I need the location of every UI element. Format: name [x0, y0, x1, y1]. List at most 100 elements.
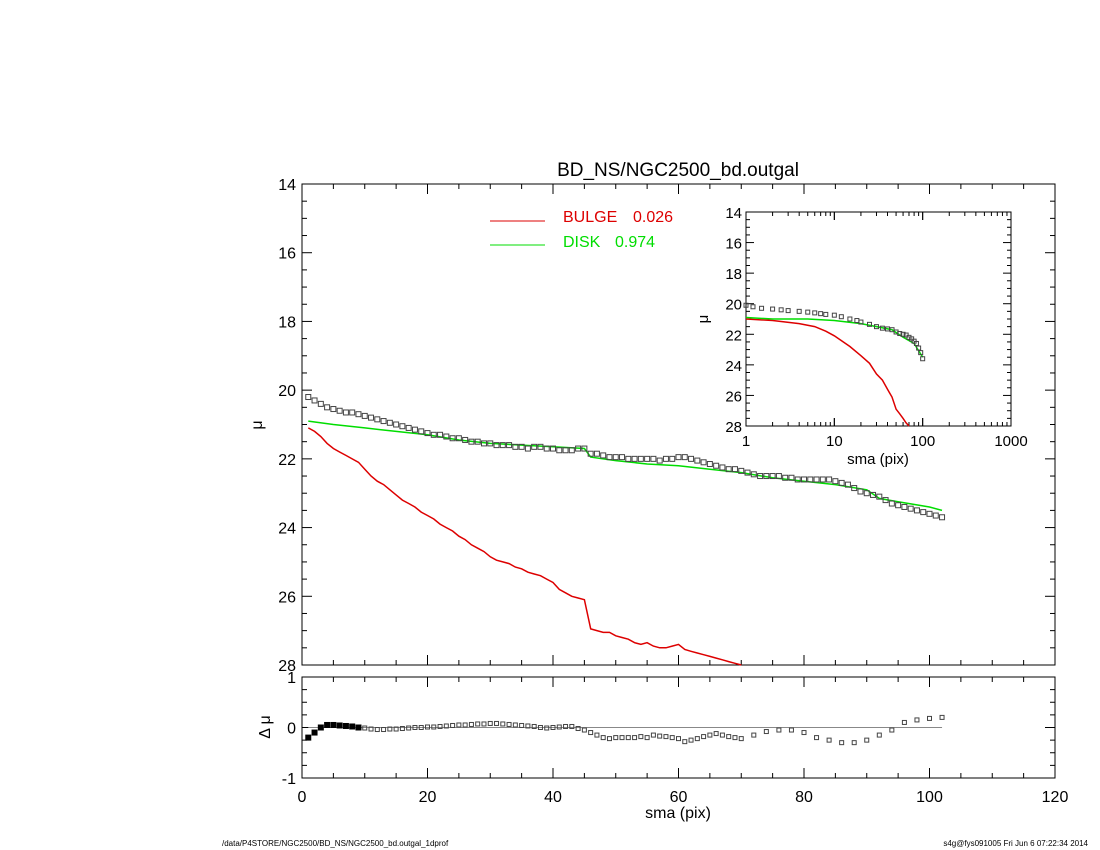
main-data-point [506, 442, 513, 449]
main-data-point [675, 454, 682, 461]
inset-data-point [759, 305, 765, 311]
residual-data-point [569, 723, 575, 729]
main-data-point [863, 490, 870, 497]
residual-data-point [512, 722, 518, 728]
main-data-point [782, 474, 789, 481]
main-data-point [462, 436, 469, 443]
legend-disk-label: DISK [563, 234, 601, 251]
main-panel: 14 16 18 20 22 24 26 28 μ BULGE 0.026 DISK 0.97… [249, 177, 1056, 675]
main-data-point [775, 473, 782, 480]
main-data-point [763, 473, 770, 480]
main-data-point [637, 455, 644, 462]
main-data-point [719, 464, 726, 471]
residual-data-point [707, 732, 713, 738]
main-y-tick-label: 22 [278, 452, 296, 469]
residual-data-point [481, 721, 487, 727]
main-data-point [744, 469, 751, 476]
inset-data-point [918, 350, 924, 356]
residual-data-point [839, 740, 845, 746]
main-data-point [757, 473, 764, 480]
residual-data-point [537, 725, 543, 730]
main-data-point [844, 481, 851, 488]
main-data-point [895, 502, 902, 509]
residual-data-point [851, 740, 857, 746]
residual-data-point [336, 722, 343, 729]
main-data-point [807, 476, 814, 483]
residual-data-point [657, 733, 663, 739]
inset-data-point [778, 307, 784, 313]
main-data-point [411, 426, 418, 433]
main-data-point [750, 471, 757, 478]
residual-x-tick-label: 100 [916, 789, 943, 806]
main-data-point [336, 407, 343, 414]
main-data-point [537, 443, 544, 450]
residual-data-point [406, 725, 412, 731]
main-data-point [556, 447, 563, 454]
figure-title: BD_NS/NGC2500_bd.outgal [557, 160, 799, 181]
main-data-point [644, 455, 651, 462]
inset-y-tick-label: 18 [725, 266, 742, 283]
main-data-point [939, 514, 946, 521]
residual-data-point [462, 722, 468, 728]
main-data-point [317, 400, 324, 407]
main-data-point [581, 445, 588, 452]
inset-data-point [796, 308, 802, 314]
residual-data-point [311, 729, 318, 736]
residual-data-point [876, 732, 882, 738]
legend-bulge-label: BULGE [563, 209, 617, 226]
main-data-point [487, 440, 494, 447]
residual-y-axis-label: Δ μ [257, 715, 274, 738]
main-data-point [819, 476, 826, 483]
main-data-point [706, 461, 713, 468]
main-data-point [932, 512, 939, 519]
inset-y-tick-label: 16 [725, 236, 742, 253]
main-data-point [838, 479, 845, 486]
residual-data-point [387, 726, 393, 732]
inset-data-point [900, 331, 906, 337]
main-data-point [681, 454, 688, 461]
residual-data-point [412, 725, 418, 730]
inset-x-tick-label: 1 [742, 433, 750, 450]
residual-data-point [751, 732, 757, 738]
residual-data-point [606, 736, 612, 742]
main-series [305, 394, 946, 666]
residual-data-point [381, 727, 387, 733]
legend-disk-value: 0.974 [615, 234, 655, 251]
residual-data-point [588, 730, 594, 736]
main-data-point [725, 466, 732, 473]
main-data-point [669, 455, 676, 462]
residual-data-point [399, 726, 405, 732]
residual-data-point [688, 737, 694, 743]
residual-x-tick-label: 120 [1042, 789, 1069, 806]
residual-data-point [418, 725, 424, 730]
inset-disk-line [745, 316, 924, 358]
residual-data-point [638, 734, 644, 740]
residual-data-point [556, 724, 562, 730]
residual-data-point [443, 723, 449, 729]
footer-timestamp: s4g@fys091005 Fri Jun 6 07:22:34 2014 [943, 839, 1088, 848]
residual-data-point [713, 731, 719, 737]
residual-data-point [814, 735, 820, 741]
residual-data-point [776, 727, 782, 733]
residual-data-point [939, 714, 945, 720]
main-data-point [568, 447, 575, 454]
inset-data-point [823, 311, 829, 317]
residual-data-point [450, 722, 456, 728]
residual-data-point [368, 726, 374, 732]
main-data-point [625, 455, 632, 462]
inset-panel: 14 16 18 20 22 24 26 281 10 100 1000 sma (pix) μ [695, 205, 1028, 468]
residual-data-point [506, 721, 512, 727]
residual-data-point [650, 732, 656, 738]
inset-y-tick-label: 22 [725, 327, 742, 344]
main-y-tick-label: 14 [278, 177, 296, 194]
main-ticks: 14 16 18 20 22 24 26 28 [278, 177, 1056, 675]
main-data-point [631, 455, 638, 462]
main-data-point [386, 419, 393, 426]
main-y-tick-label: 16 [278, 246, 296, 263]
main-data-point [713, 462, 720, 469]
main-data-point [349, 409, 356, 416]
residual-y-tick-label: 1 [287, 670, 296, 687]
residual-y-tick-label: 0 [287, 721, 296, 738]
